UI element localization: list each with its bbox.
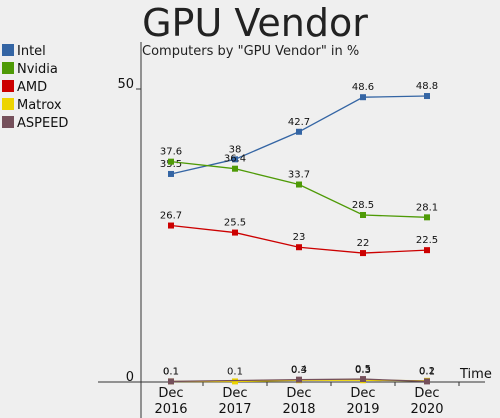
series-amd: 26.7 25.5 23 22 22.5 bbox=[160, 211, 438, 257]
legend-swatch-matrox bbox=[2, 98, 14, 110]
series-nvidia: 37.6 36.4 33.7 28.5 28.1 bbox=[160, 147, 438, 221]
data-point-nvidia bbox=[232, 165, 238, 172]
data-point-aspeed bbox=[360, 376, 366, 383]
data-label-nvidia: 28.5 bbox=[352, 200, 374, 211]
data-point-nvidia bbox=[424, 214, 430, 221]
data-point-intel bbox=[168, 170, 174, 177]
data-label-intel: 38 bbox=[229, 144, 242, 155]
data-label-amd: 22.5 bbox=[416, 235, 438, 246]
data-point-matrox bbox=[232, 378, 238, 385]
data-point-intel bbox=[424, 93, 430, 100]
data-point-intel bbox=[360, 94, 366, 101]
legend-label-amd: AMD bbox=[17, 80, 47, 95]
data-label-amd: 25.5 bbox=[224, 218, 246, 229]
series-aspeed: 0.1 0.4 0.5 0.1 bbox=[163, 364, 435, 385]
data-label-intel: 42.7 bbox=[288, 117, 310, 128]
data-label-intel: 48.8 bbox=[416, 81, 438, 92]
data-point-amd bbox=[296, 244, 302, 251]
y-tick-label: 50 bbox=[117, 77, 134, 92]
data-point-nvidia bbox=[168, 158, 174, 165]
legend-label-intel: Intel bbox=[17, 44, 46, 59]
data-label-nvidia: 33.7 bbox=[288, 170, 310, 181]
y-tick-label: 0 bbox=[126, 370, 134, 385]
data-point-intel bbox=[296, 128, 302, 135]
y-ticks: 0 50 bbox=[117, 77, 141, 385]
x-tick-label: Dec 2020 bbox=[410, 386, 443, 417]
data-label-amd: 22 bbox=[357, 238, 370, 249]
data-label-aspeed: 0.5 bbox=[355, 364, 371, 375]
data-point-intel bbox=[232, 156, 238, 163]
data-label-intel: 48.6 bbox=[352, 82, 374, 93]
data-label-aspeed: 0.4 bbox=[291, 365, 307, 376]
data-point-amd bbox=[360, 250, 366, 257]
x-tick-label: Dec 2019 bbox=[346, 386, 379, 417]
series-intel: 35.53842.748.648.8 bbox=[160, 81, 438, 177]
legend-swatch-amd bbox=[2, 80, 14, 92]
data-point-amd bbox=[232, 229, 238, 236]
legend-swatch-intel bbox=[2, 44, 14, 56]
series-layer: 35.53842.748.648.837.636.433.728.528.126… bbox=[160, 81, 438, 385]
chart-subtitle: Computers by "GPU Vendor" in % bbox=[142, 44, 359, 59]
data-label-matrox: 0.3 bbox=[355, 365, 371, 376]
legend-swatch-aspeed bbox=[2, 116, 14, 128]
data-label-aspeed: 0.1 bbox=[163, 366, 179, 377]
data-point-nvidia bbox=[360, 211, 366, 218]
data-label-amd: 23 bbox=[293, 232, 306, 243]
data-point-aspeed bbox=[296, 376, 302, 383]
legend: Intel Nvidia AMD Matrox ASPEED bbox=[2, 44, 68, 131]
data-label-amd: 26.7 bbox=[160, 211, 182, 222]
data-point-nvidia bbox=[296, 181, 302, 188]
data-label-matrox: 0.1 bbox=[227, 366, 243, 377]
data-label-nvidia: 37.6 bbox=[160, 147, 182, 158]
data-point-aspeed bbox=[168, 378, 174, 385]
data-point-amd bbox=[168, 222, 174, 229]
series-line-intel bbox=[170, 95, 428, 175]
chart-title: GPU Vendor bbox=[142, 1, 368, 45]
data-label-matrox: 0.2 bbox=[419, 366, 435, 377]
legend-label-matrox: Matrox bbox=[17, 98, 62, 113]
x-ticks: Dec 2016 Dec 2017 Dec 2018 Dec 2019 Dec 2020 bbox=[154, 382, 460, 417]
data-label-matrox: 0.1 bbox=[163, 366, 179, 377]
x-tick-label: Dec 2018 bbox=[282, 386, 315, 417]
x-axis-title: Time bbox=[459, 367, 492, 382]
legend-label-nvidia: Nvidia bbox=[17, 62, 58, 77]
legend-label-aspeed: ASPEED bbox=[17, 116, 68, 131]
x-tick-label: Dec 2016 bbox=[154, 386, 187, 417]
data-label-nvidia: 28.1 bbox=[416, 202, 438, 213]
x-tick-label: Dec 2017 bbox=[218, 386, 251, 417]
data-label-nvidia: 36.4 bbox=[224, 154, 246, 165]
legend-swatch-nvidia bbox=[2, 62, 14, 74]
data-point-aspeed bbox=[424, 378, 430, 385]
data-label-aspeed: 0.1 bbox=[419, 366, 435, 377]
data-label-matrox: 0.3 bbox=[291, 365, 307, 376]
data-point-amd bbox=[424, 247, 430, 254]
series-line-aspeed bbox=[170, 378, 428, 383]
